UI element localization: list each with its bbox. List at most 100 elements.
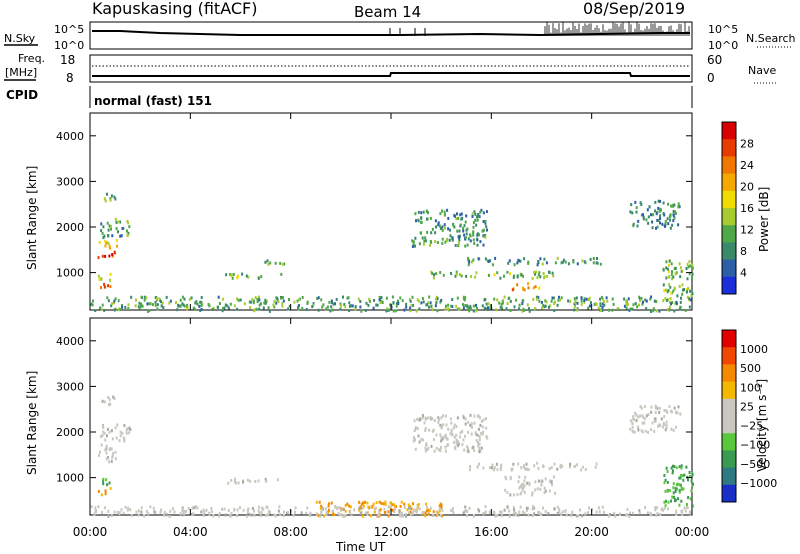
echo-cell: [409, 306, 412, 310]
echo-cell: [507, 261, 510, 265]
echo-cell: [127, 506, 130, 510]
echo-cell: [411, 295, 414, 299]
echo-cell: [436, 309, 439, 313]
echo-cell: [518, 510, 521, 514]
echo-cell: [414, 244, 416, 248]
echo-cell: [421, 297, 424, 300]
echo-cell: [517, 462, 520, 466]
echo-cell: [246, 478, 249, 482]
echo-cell: [473, 242, 476, 245]
echo-cell: [424, 236, 427, 240]
echo-cell: [671, 270, 673, 274]
echo-cell: [405, 514, 407, 518]
echo-cell: [439, 423, 442, 427]
echo-cell: [441, 514, 444, 518]
echo-cell: [600, 295, 603, 299]
echo-cell: [661, 222, 664, 226]
echo-cell: [475, 223, 478, 227]
echo-cell: [300, 511, 303, 515]
echo-cell: [374, 506, 377, 510]
echo-cell: [338, 506, 341, 510]
echo-cell: [589, 301, 592, 305]
echo-cell: [669, 409, 672, 413]
echo-cell: [665, 466, 668, 470]
echo-cell: [404, 512, 407, 516]
echo-cell: [664, 478, 667, 482]
echo-cell: [650, 405, 653, 409]
echo-cell: [111, 454, 114, 458]
echo-cell: [472, 225, 475, 229]
noise-left-tick-top: 10^5: [54, 23, 84, 36]
echo-cell: [134, 304, 137, 308]
echo-cell: [475, 303, 477, 307]
echo-cell: [499, 276, 502, 280]
echo-cell: [266, 259, 269, 263]
echo-cell: [162, 306, 165, 309]
echo-cell: [121, 227, 124, 230]
echo-cell: [362, 514, 365, 518]
echo-cell: [223, 306, 226, 310]
echo-cell: [665, 260, 668, 264]
echo-cell: [475, 433, 478, 437]
echo-cell: [455, 270, 458, 274]
echo-cell: [457, 442, 460, 446]
echo-cell: [342, 507, 345, 511]
echo-cell: [141, 304, 144, 308]
y-tick-label: 2000: [56, 221, 84, 234]
echo-cell: [422, 210, 425, 214]
echo-cell: [119, 234, 122, 238]
echo-cell: [685, 465, 688, 469]
echo-cell: [539, 487, 542, 491]
echo-cell: [439, 507, 441, 511]
echo-cell: [358, 508, 361, 512]
echo-cell: [554, 300, 556, 304]
echo-cell: [376, 303, 379, 307]
echo-cell: [316, 512, 318, 516]
echo-cell: [478, 214, 480, 218]
echo-cell: [277, 509, 280, 513]
colorbar-swatch: [722, 347, 736, 365]
echo-cell: [643, 421, 646, 425]
echo-cell: [625, 306, 628, 310]
echo-cell: [518, 303, 521, 307]
echo-cell: [639, 405, 642, 408]
echo-cell: [464, 220, 467, 224]
colorbar-swatch: [722, 259, 736, 278]
echo-cell: [125, 428, 128, 432]
echo-cell: [321, 305, 324, 309]
colorbar-swatch: [722, 242, 736, 261]
echo-cell: [476, 233, 479, 237]
echo-patch-8: [411, 208, 488, 248]
echo-cell: [659, 512, 662, 516]
echo-cell: [127, 221, 130, 225]
echo-cell: [668, 489, 671, 493]
echo-cell: [441, 241, 444, 245]
echo-cell: [138, 306, 141, 310]
echo-cell: [487, 306, 489, 310]
echo-cell: [107, 395, 110, 399]
echo-cell: [115, 227, 118, 231]
echo-cell: [690, 479, 693, 483]
echo-cell: [645, 218, 648, 222]
echo-cell: [126, 508, 129, 512]
echo-cell: [513, 508, 516, 512]
colorbar-tick-label: −1000: [740, 477, 777, 490]
echo-cell: [452, 440, 455, 444]
echo-cell: [99, 450, 101, 454]
echo-cell: [441, 228, 444, 232]
echo-cell: [671, 464, 674, 468]
echo-cell: [628, 514, 631, 518]
echo-cell: [401, 299, 404, 303]
echo-cell: [124, 305, 127, 309]
echo-cell: [665, 299, 668, 302]
colorbar-tick-label: 12: [740, 224, 754, 237]
echo-cell: [480, 419, 483, 423]
echo-cell: [638, 509, 641, 513]
echo-cell: [484, 505, 487, 508]
echo-cell: [647, 413, 650, 416]
echo-cell: [644, 298, 647, 302]
echo-cell: [452, 507, 454, 511]
echo-cell: [90, 302, 93, 306]
echo-cell: [98, 453, 101, 457]
echo-cell: [456, 229, 459, 233]
